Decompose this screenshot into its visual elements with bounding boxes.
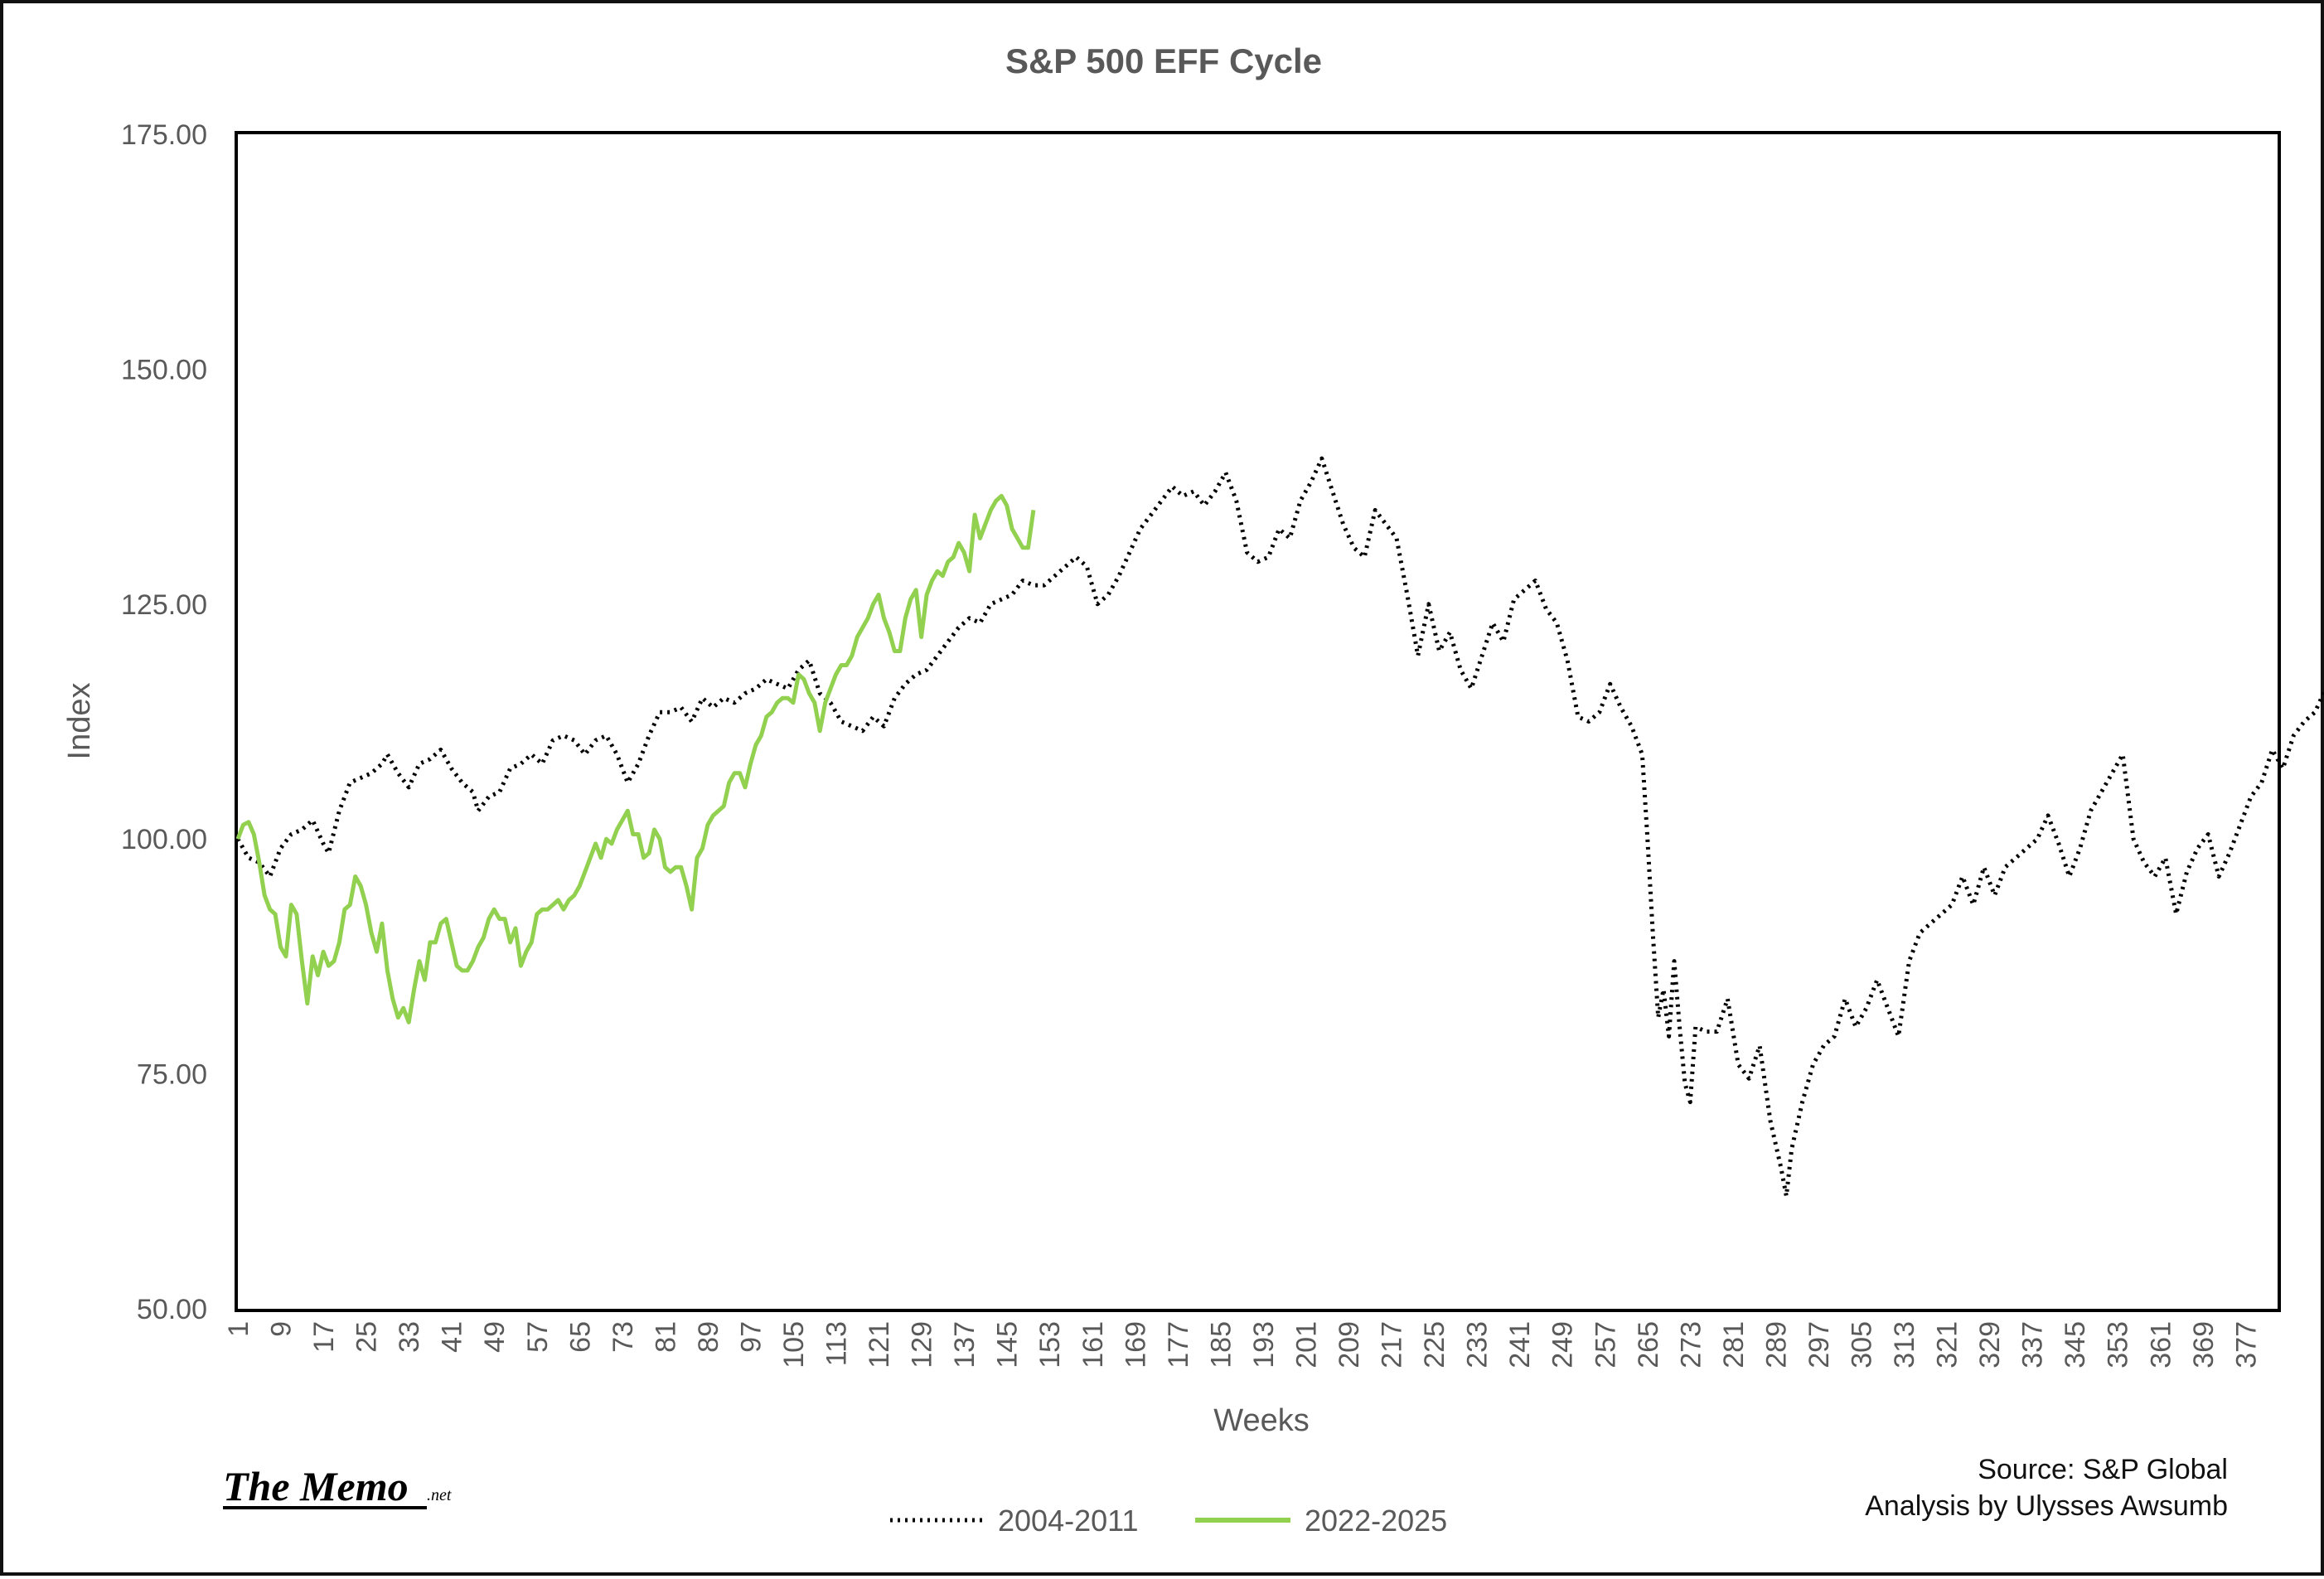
x-tick-label: 305	[1846, 1321, 1877, 1368]
legend-label-2022-2025: 2022-2025	[1305, 1504, 1447, 1538]
y-axis-title: Index	[62, 683, 97, 760]
x-tick-label: 169	[1120, 1321, 1151, 1368]
x-tick-label: 73	[608, 1321, 639, 1353]
x-tick-label: 145	[992, 1321, 1024, 1368]
x-tick-label: 225	[1419, 1321, 1450, 1368]
x-tick-label: 249	[1547, 1321, 1579, 1368]
x-tick-label: 217	[1377, 1321, 1408, 1368]
series-layer	[235, 456, 2324, 1199]
x-tick-label: 129	[907, 1321, 938, 1368]
source-note: Source: S&P Global Analysis by Ulysses A…	[1865, 1454, 2228, 1522]
x-tick-label: 321	[1932, 1321, 1963, 1368]
x-tick-label: 193	[1248, 1321, 1280, 1368]
x-tick-label: 81	[650, 1321, 681, 1353]
x-axis-title: Weeks	[1213, 1403, 1309, 1438]
chart-title: S&P 500 EFF Cycle	[1005, 41, 1322, 80]
x-tick-label: 377	[2230, 1321, 2262, 1368]
y-tick-label: 75.00	[137, 1059, 207, 1091]
x-tick-label: 89	[693, 1321, 724, 1353]
x-tick-label: 113	[821, 1321, 853, 1366]
y-tick-label: 50.00	[137, 1294, 207, 1325]
x-tick-label: 281	[1718, 1321, 1750, 1368]
x-tick-label: 153	[1034, 1321, 1066, 1368]
series-line-2004-2011	[235, 456, 2324, 1199]
x-tick-label: 57	[522, 1321, 554, 1353]
y-tick-label: 175.00	[121, 119, 207, 151]
chart-svg: S&P 500 EFF Cycle 50.00 75.00 100.00 125.00…	[62, 41, 2324, 1538]
x-tick-label: 49	[479, 1321, 511, 1353]
x-tick-label: 241	[1504, 1321, 1536, 1368]
x-tick-label: 345	[2060, 1321, 2091, 1368]
x-tick-label: 209	[1334, 1321, 1365, 1368]
x-tick-label: 33	[394, 1321, 425, 1353]
y-tick-label: 125.00	[121, 589, 207, 621]
x-tick-label: 185	[1205, 1321, 1237, 1368]
x-axis-ticks: 1 9 17 25 33 41 49 57 65 73 81 89 97 105 113 121 129 137 1…	[223, 1321, 2262, 1368]
logo-text: The Memo	[223, 1463, 409, 1509]
plot-area	[235, 131, 2281, 1312]
x-tick-label: 177	[1163, 1321, 1194, 1368]
x-tick-label: 257	[1590, 1321, 1621, 1368]
x-tick-label: 297	[1804, 1321, 1835, 1368]
analysis-credit-line: Analysis by Ulysses Awsumb	[1865, 1490, 2228, 1522]
x-tick-label: 201	[1290, 1321, 1322, 1368]
x-tick-label: 313	[1889, 1321, 1920, 1368]
x-tick-label: 137	[949, 1321, 980, 1368]
x-tick-label: 1	[223, 1321, 254, 1337]
y-tick-label: 100.00	[121, 824, 207, 855]
x-tick-label: 369	[2188, 1321, 2220, 1368]
x-tick-label: 25	[351, 1321, 383, 1353]
x-tick-label: 41	[437, 1321, 468, 1353]
x-tick-label: 105	[778, 1321, 810, 1368]
x-tick-label: 329	[1974, 1321, 2006, 1368]
legend: 2004-2011 2022-2025	[890, 1504, 1447, 1538]
source-line: Source: S&P Global	[1978, 1454, 2228, 1485]
x-tick-label: 337	[2017, 1321, 2049, 1368]
x-tick-label: 9	[266, 1321, 298, 1337]
x-tick-label: 233	[1462, 1321, 1494, 1368]
x-tick-label: 265	[1633, 1321, 1664, 1368]
series-line-2022-2025	[235, 493, 1036, 1024]
x-tick-label: 17	[308, 1321, 340, 1353]
x-tick-label: 161	[1077, 1321, 1109, 1368]
x-tick-label: 289	[1760, 1321, 1792, 1368]
the-memo-logo: The Memo .net	[223, 1463, 452, 1509]
y-tick-label: 150.00	[121, 354, 207, 385]
x-tick-label: 273	[1675, 1321, 1707, 1368]
y-axis-ticks: 50.00 75.00 100.00 125.00 150.00 175.00	[121, 119, 207, 1325]
x-tick-label: 65	[564, 1321, 596, 1353]
x-tick-label: 121	[864, 1321, 895, 1368]
x-tick-label: 97	[735, 1321, 767, 1353]
x-tick-label: 353	[2103, 1321, 2134, 1368]
legend-label-2004-2011: 2004-2011	[998, 1504, 1139, 1538]
x-tick-label: 361	[2145, 1321, 2176, 1368]
logo-suffix: .net	[427, 1486, 452, 1504]
